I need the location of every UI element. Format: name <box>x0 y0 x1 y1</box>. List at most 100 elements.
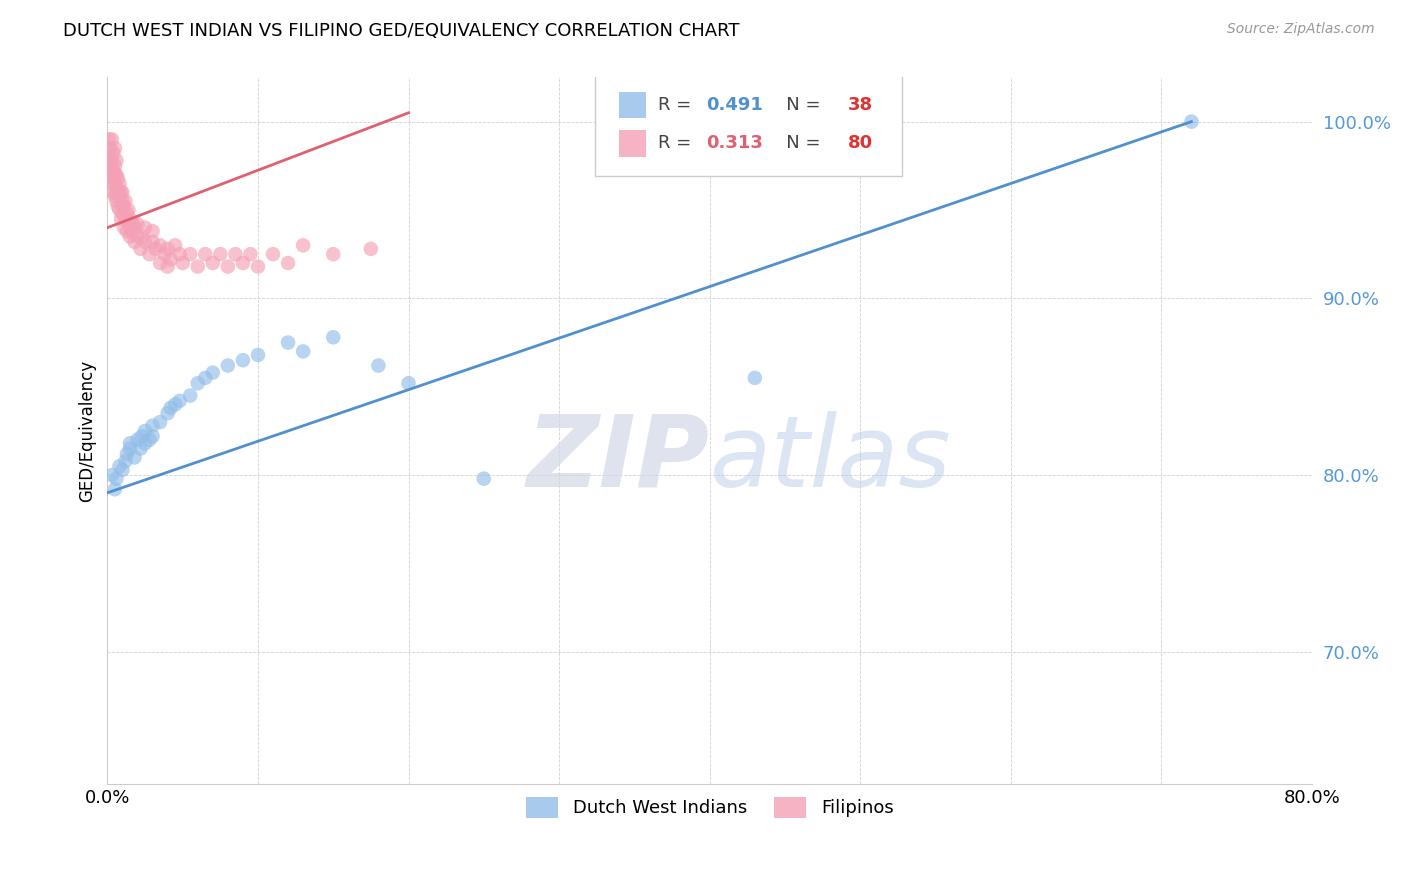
Point <box>104 189 127 203</box>
Point <box>124 235 146 249</box>
Point <box>744 371 766 385</box>
Point <box>134 436 156 450</box>
Point <box>114 454 136 468</box>
Point <box>115 447 138 461</box>
Point <box>179 247 201 261</box>
Point <box>292 238 315 252</box>
Point <box>159 401 181 415</box>
Point <box>112 220 135 235</box>
Point <box>149 256 172 270</box>
Text: R =: R = <box>658 134 697 153</box>
Text: 80: 80 <box>848 134 873 153</box>
Point <box>322 247 344 261</box>
Point <box>262 247 284 261</box>
Point <box>217 359 239 373</box>
Point <box>129 442 152 456</box>
Point <box>153 247 176 261</box>
Point <box>103 146 125 161</box>
Point <box>277 335 299 350</box>
Point <box>277 256 299 270</box>
Text: DUTCH WEST INDIAN VS FILIPINO GED/EQUIVALENCY CORRELATION CHART: DUTCH WEST INDIAN VS FILIPINO GED/EQUIVA… <box>63 22 740 40</box>
Point <box>100 168 122 182</box>
Point <box>104 159 127 173</box>
Point <box>124 450 146 465</box>
Point <box>104 177 127 191</box>
Point <box>117 202 139 217</box>
Text: Source: ZipAtlas.com: Source: ZipAtlas.com <box>1227 22 1375 37</box>
Point <box>360 242 382 256</box>
Point <box>105 194 128 209</box>
Point <box>115 206 138 220</box>
Point <box>165 238 187 252</box>
Point <box>131 429 153 443</box>
Point <box>97 150 120 164</box>
Legend: Dutch West Indians, Filipinos: Dutch West Indians, Filipinos <box>519 789 901 825</box>
Point <box>246 260 269 274</box>
Point <box>111 463 134 477</box>
Point <box>292 344 315 359</box>
Point <box>201 366 224 380</box>
Point <box>104 141 127 155</box>
Point <box>209 247 232 261</box>
Point <box>179 388 201 402</box>
Point <box>194 371 217 385</box>
Point <box>100 159 122 173</box>
Text: N =: N = <box>769 96 825 114</box>
Point <box>232 256 254 270</box>
Point <box>127 433 149 447</box>
Point <box>105 168 128 182</box>
Point <box>117 217 139 231</box>
Point <box>322 330 344 344</box>
Point <box>134 235 156 249</box>
Point <box>246 348 269 362</box>
Point <box>107 199 129 213</box>
Point <box>107 182 129 196</box>
Point <box>1180 114 1202 128</box>
Point <box>107 171 129 186</box>
Point <box>187 376 209 391</box>
Text: N =: N = <box>769 134 825 153</box>
Point <box>114 194 136 209</box>
Point <box>239 247 262 261</box>
Text: 38: 38 <box>848 96 873 114</box>
Point <box>108 459 131 474</box>
Point <box>100 141 122 155</box>
Point <box>224 247 246 261</box>
Point <box>159 252 181 267</box>
FancyBboxPatch shape <box>619 129 645 157</box>
Point <box>141 429 163 443</box>
Point <box>105 153 128 168</box>
Point <box>111 194 134 209</box>
Point <box>472 472 495 486</box>
Point <box>134 220 156 235</box>
Text: 0.313: 0.313 <box>706 134 763 153</box>
Point <box>108 177 131 191</box>
Point <box>367 359 389 373</box>
Point <box>131 229 153 244</box>
Point <box>101 468 124 483</box>
Point <box>127 217 149 231</box>
Point <box>138 247 160 261</box>
Point <box>156 242 179 256</box>
Point <box>101 132 124 146</box>
Point <box>108 202 131 217</box>
Text: 0.491: 0.491 <box>706 96 763 114</box>
Point <box>134 424 156 438</box>
Point <box>172 256 194 270</box>
Point <box>156 260 179 274</box>
Point <box>194 247 217 261</box>
Point <box>149 415 172 429</box>
Point <box>103 164 125 178</box>
Point <box>169 393 191 408</box>
Point <box>112 199 135 213</box>
FancyBboxPatch shape <box>619 92 645 119</box>
Point <box>165 397 187 411</box>
Point <box>129 242 152 256</box>
Text: R =: R = <box>658 96 697 114</box>
Point <box>118 436 141 450</box>
Point <box>115 224 138 238</box>
Point <box>118 442 141 456</box>
Point <box>217 260 239 274</box>
Point <box>105 472 128 486</box>
Point <box>108 189 131 203</box>
